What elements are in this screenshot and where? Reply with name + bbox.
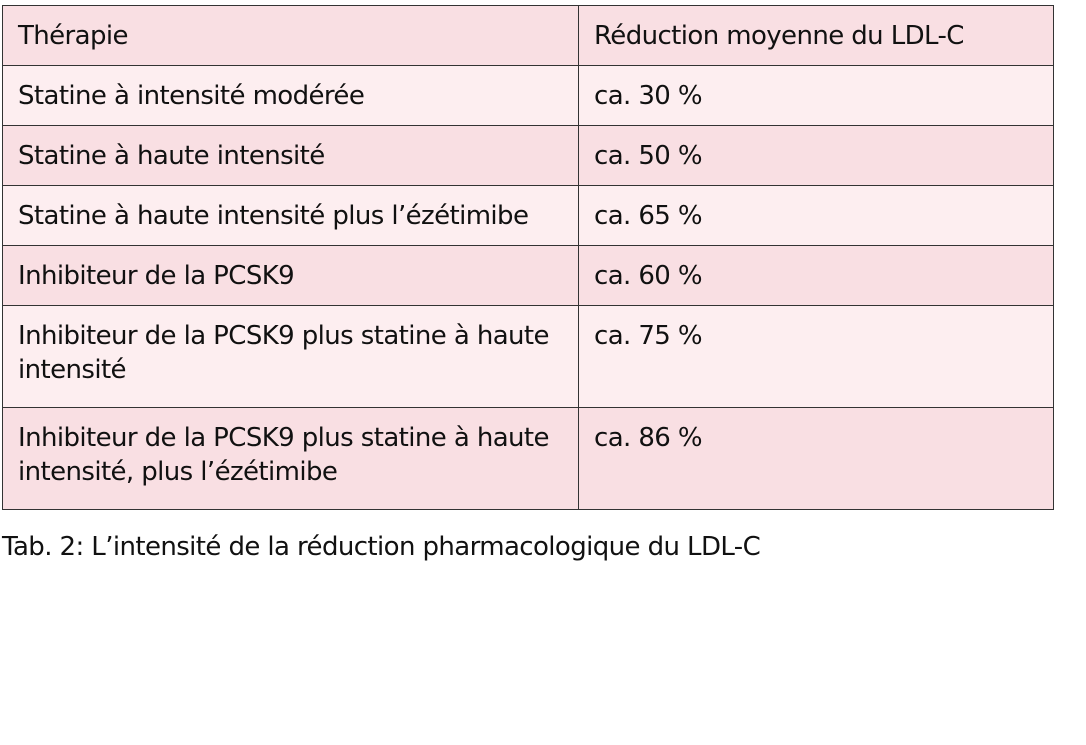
table-row: Inhibiteur de la PCSK9 plus statine à ha… bbox=[2, 305, 1054, 408]
reduction-cell: ca. 75 % bbox=[578, 305, 1054, 408]
reduction-cell: ca. 65 % bbox=[578, 185, 1054, 246]
table-row: Inhibiteur de la PCSK9 plus statine à ha… bbox=[2, 407, 1054, 510]
therapy-cell: Statine à intensité modérée bbox=[2, 65, 579, 126]
ldl-reduction-table: Thérapie Réduction moyenne du LDL-C Stat… bbox=[2, 5, 1054, 510]
header-reduction: Réduction moyenne du LDL-C bbox=[578, 5, 1054, 66]
therapy-cell: Inhibiteur de la PCSK9 plus statine à ha… bbox=[2, 407, 579, 510]
table-row: Statine à haute intensité plus l’ézétimi… bbox=[2, 185, 1054, 246]
table-caption: Tab. 2: L’intensité de la réduction phar… bbox=[2, 532, 761, 562]
table-row: Inhibiteur de la PCSK9 ca. 60 % bbox=[2, 245, 1054, 306]
reduction-cell: ca. 30 % bbox=[578, 65, 1054, 126]
reduction-cell: ca. 50 % bbox=[578, 125, 1054, 186]
therapy-cell: Inhibiteur de la PCSK9 plus statine à ha… bbox=[2, 305, 579, 408]
reduction-cell: ca. 60 % bbox=[578, 245, 1054, 306]
reduction-cell: ca. 86 % bbox=[578, 407, 1054, 510]
header-therapy: Thérapie bbox=[2, 5, 579, 66]
table-row: Statine à haute intensité ca. 50 % bbox=[2, 125, 1054, 186]
table-header-row: Thérapie Réduction moyenne du LDL-C bbox=[2, 5, 1054, 66]
table-row: Statine à intensité modérée ca. 30 % bbox=[2, 65, 1054, 126]
therapy-cell: Inhibiteur de la PCSK9 bbox=[2, 245, 579, 306]
therapy-cell: Statine à haute intensité bbox=[2, 125, 579, 186]
therapy-cell: Statine à haute intensité plus l’ézétimi… bbox=[2, 185, 579, 246]
